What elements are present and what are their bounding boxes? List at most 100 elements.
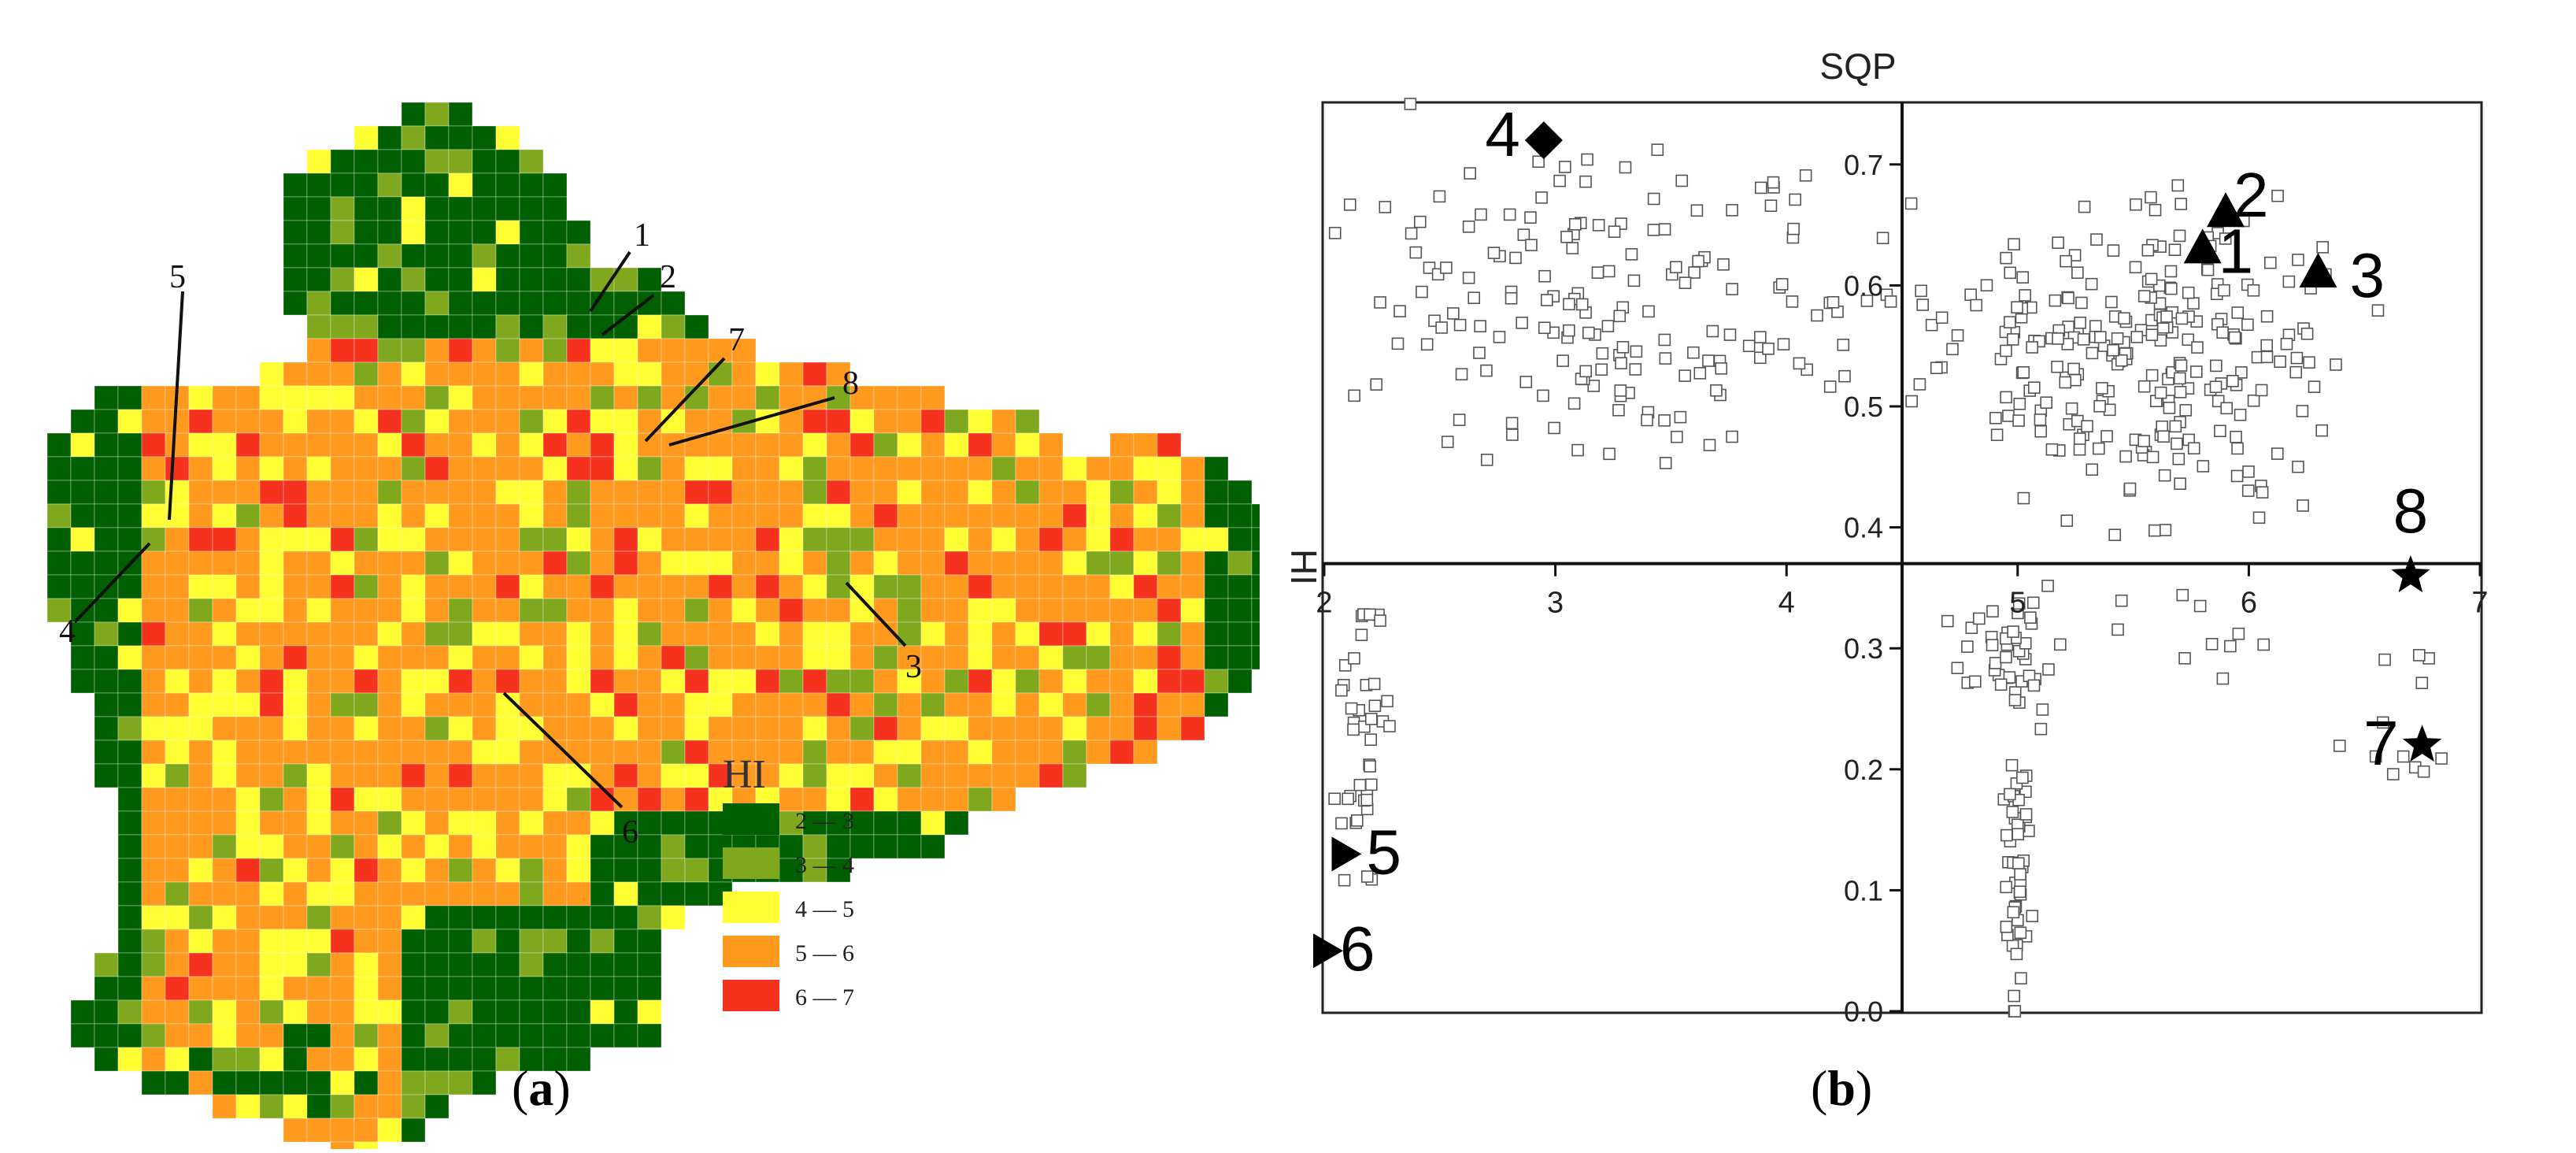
map-cell — [542, 716, 568, 741]
map-point-label: 7 — [728, 322, 745, 358]
scatter-point — [1348, 652, 1360, 665]
scatter-point — [2242, 465, 2255, 478]
map-cell — [448, 976, 473, 1001]
scatter-point — [2119, 450, 2132, 463]
map-cell — [283, 834, 308, 859]
map-cell — [401, 740, 426, 765]
map-cell — [424, 645, 450, 670]
scatter-point — [1916, 298, 1929, 311]
map-cell — [353, 551, 379, 576]
map-cell — [566, 243, 591, 269]
map-cell — [377, 125, 402, 150]
map-cell — [566, 999, 591, 1025]
map-cell — [117, 1047, 142, 1072]
map-cell — [472, 551, 497, 576]
scatter-point — [1601, 320, 1615, 332]
map-cell — [141, 551, 166, 576]
map-cell — [684, 787, 709, 812]
scatter-point — [1651, 143, 1664, 156]
map-cell — [306, 740, 331, 765]
map-cell — [661, 834, 686, 859]
scatter-point — [1571, 443, 1584, 457]
map-cell — [944, 527, 969, 552]
map-cell — [377, 220, 402, 245]
map-cell — [94, 952, 119, 977]
scatter-point — [1360, 870, 1374, 883]
map-cell — [519, 952, 544, 977]
map-cell — [472, 858, 497, 883]
map-cell — [330, 338, 355, 363]
map-cell — [519, 432, 544, 458]
scatter-point — [2026, 341, 2038, 354]
scatter-point — [1629, 363, 1642, 376]
map-cell — [448, 810, 473, 836]
map-cell — [1133, 456, 1158, 481]
map-cell — [401, 480, 426, 505]
scatter-point — [1702, 354, 1715, 367]
map-cell — [968, 503, 993, 528]
map-cell — [306, 527, 331, 552]
map-cell — [1157, 503, 1182, 528]
map-cell — [991, 787, 1016, 812]
map-cell — [873, 456, 898, 481]
map-cell — [424, 125, 450, 150]
map-cell — [495, 999, 520, 1025]
map-cell — [613, 740, 638, 765]
scatter-point — [1328, 792, 1341, 806]
map-cell — [94, 551, 119, 576]
map-cell — [920, 456, 946, 481]
scatter-point — [1582, 326, 1595, 339]
scatter-point — [2137, 290, 2151, 302]
map-cell — [94, 621, 119, 647]
scatter-point — [1480, 454, 1493, 466]
map-cell — [873, 503, 898, 528]
map-cell — [897, 432, 922, 458]
map-cell — [1038, 669, 1064, 694]
scatter-point — [1678, 369, 1691, 382]
map-cell — [708, 692, 733, 717]
map-cell — [755, 480, 780, 505]
scatter-point — [1811, 309, 1823, 322]
map-cell — [1157, 527, 1182, 552]
map-cell — [448, 905, 473, 930]
map-cell — [944, 645, 969, 670]
scatter-point — [1435, 321, 1448, 334]
map-cell — [826, 361, 851, 387]
map-cell — [1015, 551, 1040, 576]
scatter-point — [2149, 524, 2161, 537]
map-cell — [873, 527, 898, 552]
map-cell — [708, 574, 733, 599]
scatter-point — [2174, 198, 2188, 210]
map-cell — [353, 149, 379, 174]
scatter-point — [1581, 153, 1593, 166]
map-cell — [590, 1023, 615, 1048]
map-cell — [637, 740, 662, 765]
map-cell — [94, 669, 119, 694]
scatter-point — [2141, 243, 2155, 257]
scatter-point — [2164, 265, 2178, 278]
map-cell — [1227, 621, 1253, 647]
map-cell — [235, 669, 261, 694]
map-cell — [330, 881, 355, 906]
map-cell — [117, 810, 142, 836]
map-cell — [330, 716, 355, 741]
map-cell — [401, 125, 426, 150]
scatter-point — [1990, 428, 2004, 441]
map-cell — [377, 480, 402, 505]
map-cell — [424, 929, 450, 954]
map-cell — [165, 999, 190, 1025]
map-cell — [117, 952, 142, 977]
map-cell — [755, 574, 780, 599]
map-cell — [377, 787, 402, 812]
map-cell — [306, 149, 331, 174]
map-cell — [920, 598, 946, 623]
map-cell — [188, 740, 213, 765]
map-cell — [637, 669, 662, 694]
scatter-point — [1537, 389, 1549, 402]
map-cell — [353, 1070, 379, 1096]
scatter-point — [2105, 295, 2118, 309]
map-cell — [755, 598, 780, 623]
map-cell — [566, 716, 591, 741]
scatter-point — [1391, 337, 1405, 350]
